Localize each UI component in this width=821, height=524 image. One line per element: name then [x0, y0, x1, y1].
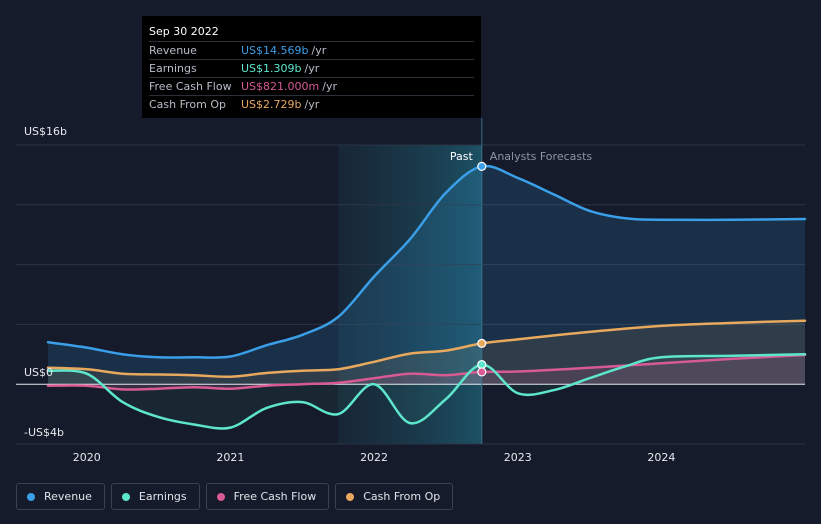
y-tick-label: US$16b	[24, 125, 67, 138]
tooltip-label: Cash From Op	[149, 98, 227, 111]
legend-item-earnings[interactable]: Earnings	[110, 483, 200, 510]
tooltip-unit: /yr	[304, 98, 320, 111]
tooltip-value: US$1.309b	[241, 62, 302, 75]
x-tick-label: 2020	[73, 451, 101, 464]
x-tick-label: 2022	[360, 451, 388, 464]
series-area-free-cash-flow	[48, 355, 805, 390]
past-label: Past	[450, 150, 474, 163]
tooltip-row-earnings: Earnings US$1.309b /yr	[149, 59, 474, 77]
tooltip-unit: /yr	[311, 44, 327, 57]
tooltip-value: US$14.569b	[241, 44, 309, 57]
tooltip-date: Sep 30 2022	[149, 25, 219, 38]
y-tick-label: -US$4b	[24, 426, 64, 439]
series-line-earnings	[46, 353, 807, 430]
series-area-earnings	[48, 354, 805, 429]
legend-dot-icon	[121, 492, 130, 501]
y-tick-label: US$0	[24, 366, 53, 379]
tooltip-unit: /yr	[322, 80, 337, 93]
series-line-revenue	[46, 164, 807, 359]
series-line-cash-from-op	[46, 319, 807, 379]
legend-dot-icon	[216, 492, 225, 501]
legend-dot-icon	[27, 492, 35, 501]
tooltip-row-cash-from-op: Cash From Op US$2.729b /yr	[149, 95, 474, 113]
tooltip-label: Earnings	[149, 62, 197, 75]
marker-revenue	[477, 161, 487, 171]
marker-free-cash-flow	[477, 367, 487, 377]
tooltip-row-free-cash-flow: Free Cash Flow US$821.000m /yr	[149, 77, 474, 95]
legend-item-revenue[interactable]: Revenue	[16, 483, 105, 510]
tooltip-label: Revenue	[149, 44, 197, 57]
legend-label: Revenue	[44, 490, 92, 503]
past-highlight-band	[338, 145, 482, 444]
legend-label: Free Cash Flow	[233, 490, 317, 503]
legend-dot-icon	[346, 492, 355, 501]
marker-cash-from-op	[477, 338, 487, 349]
x-tick-label: 2024	[647, 451, 675, 464]
legend-label: Cash From Op	[363, 490, 441, 503]
legend-label: Earnings	[138, 490, 187, 503]
forecast-label: Analysts Forecasts	[490, 150, 593, 163]
tooltip-unit: /yr	[304, 62, 320, 75]
legend-item-free-cash-flow[interactable]: Free Cash Flow	[205, 483, 330, 510]
tooltip: Sep 30 2022 Revenue US$14.569b /yr Earni…	[142, 16, 481, 118]
tooltip-value: US$821.000m	[241, 80, 320, 93]
tooltip-row-revenue: Revenue US$14.569b /yr	[149, 41, 474, 59]
tooltip-value: US$2.729b	[241, 98, 302, 111]
x-tick-label: 2023	[504, 451, 532, 464]
series-line-free-cash-flow	[46, 353, 807, 391]
legend: Revenue Earnings Free Cash Flow Cash Fro…	[16, 483, 459, 510]
legend-item-cash-from-op[interactable]: Cash From Op	[335, 483, 454, 510]
tooltip-label: Free Cash Flow	[149, 80, 232, 93]
x-tick-label: 2021	[216, 451, 244, 464]
